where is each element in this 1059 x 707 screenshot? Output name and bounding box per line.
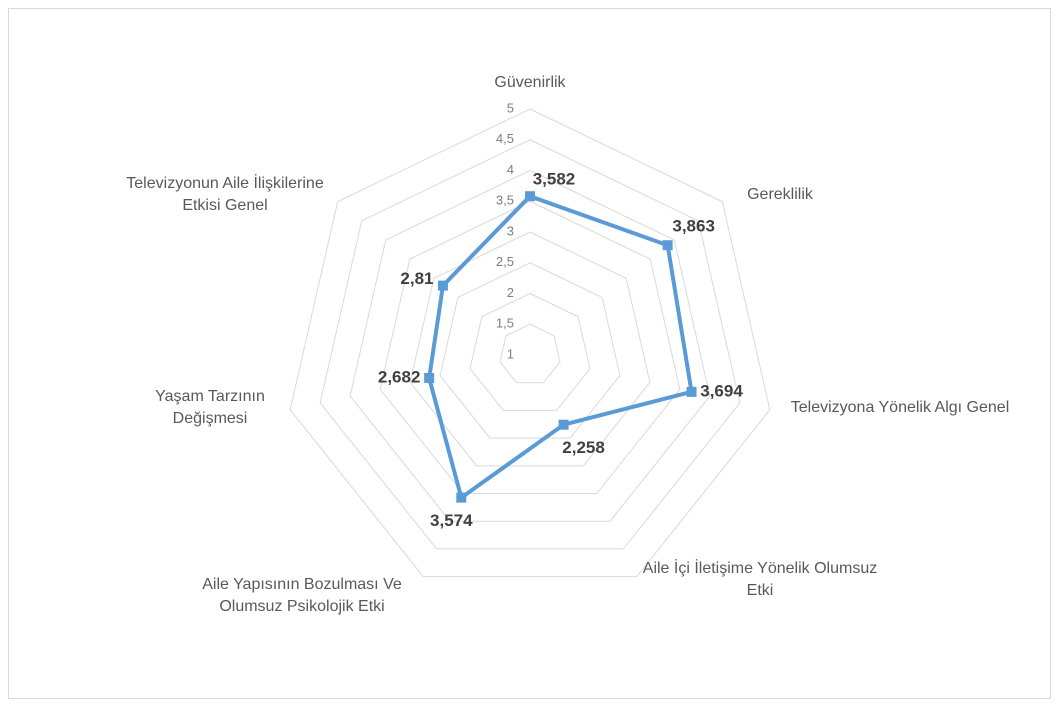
marker	[662, 240, 673, 251]
category-label: Güvenirlik	[494, 74, 566, 91]
grid-ring	[499, 323, 561, 384]
data-label: 3,574	[430, 511, 473, 530]
r-tick-label: 3	[507, 223, 514, 238]
category-label: Televizyonun Aile İlişkilerine Etkisi Ge…	[126, 175, 324, 214]
grid-ring	[439, 262, 621, 439]
marker	[558, 419, 569, 430]
category-label: Aile İçi İletişime Yönelik Olumsuz Etki	[642, 560, 878, 599]
category-label: Gereklilik	[747, 186, 813, 203]
grid-ring	[349, 169, 711, 522]
data-label: 2,258	[562, 438, 605, 457]
chart-border	[8, 8, 1051, 699]
marker	[424, 373, 435, 384]
data-label: 3,863	[672, 217, 715, 236]
r-tick-label: 4	[507, 162, 514, 177]
grid-ring	[379, 200, 681, 495]
data-label: 2,682	[378, 368, 421, 387]
marker	[456, 492, 467, 503]
data-label: 2,81	[400, 269, 433, 288]
category-label: Televizyona Yönelik Algı Genel	[790, 399, 1010, 416]
r-tick-label: 2	[507, 285, 514, 300]
series-line	[427, 194, 694, 500]
category-label: Aile Yapısının Bozulması Ve Olumsuz Psik…	[202, 576, 402, 615]
r-tick-label: 5	[507, 100, 514, 115]
data-label: 3,694	[700, 381, 743, 400]
data-label: 3,582	[533, 170, 576, 189]
grid-ring	[469, 292, 591, 411]
r-tick-label: 1,5	[496, 316, 514, 331]
marker	[437, 280, 448, 291]
grid-ring	[319, 139, 741, 550]
grid-ring	[289, 108, 771, 578]
grid-ring	[409, 231, 651, 467]
marker	[686, 386, 697, 397]
r-tick-label: 3,5	[496, 193, 514, 208]
category-label: Yaşam Tarzının Değişmesi	[155, 388, 265, 427]
r-tick-label: 1	[507, 346, 514, 361]
r-tick-label: 2,5	[496, 254, 514, 269]
r-tick-label: 4,5	[496, 131, 514, 146]
marker	[525, 191, 535, 202]
